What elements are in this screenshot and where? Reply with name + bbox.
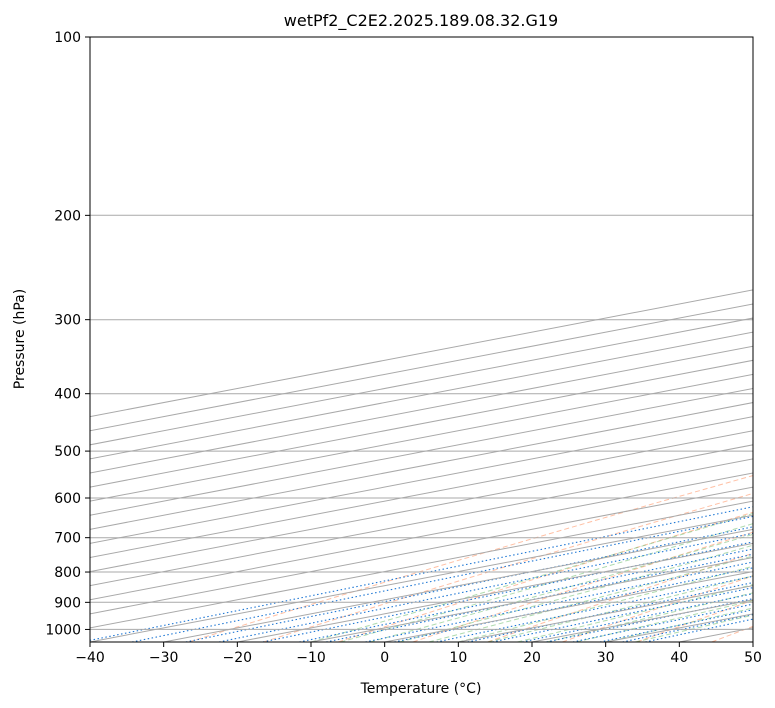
moist-adiabat-line (310, 513, 753, 642)
dry-adiabat-line (263, 492, 753, 642)
mixing-ratio-line (185, 526, 753, 642)
isotherm-line (90, 289, 753, 418)
y-tick-label: 700 (54, 531, 81, 547)
mixing-ratio-line (218, 532, 753, 642)
x-tick-label: 40 (670, 650, 688, 666)
x-tick-label: −10 (296, 650, 326, 666)
moist-adiabat-line (634, 614, 753, 642)
mixing-ratio-line (262, 541, 753, 642)
y-tick-label: 100 (54, 30, 81, 46)
isotherm-line (90, 486, 753, 615)
x-tick-label: 10 (449, 650, 467, 666)
isotherm-line (752, 641, 753, 642)
isotherm-line (90, 458, 753, 587)
y-axis-label: Pressure (hPa) (12, 289, 28, 389)
y-tick-label: 800 (54, 565, 81, 581)
isotherm-line (90, 430, 753, 559)
y-tick-label: 300 (54, 313, 81, 329)
y-tick-label: 200 (54, 208, 81, 224)
mixing-ratio-line (90, 506, 753, 641)
plot-area: 0.10.20.40.611.52346810131620253036 -100… (90, 37, 753, 642)
isotherm-line (90, 317, 753, 446)
moist-adiabat-line (546, 592, 753, 642)
isotherm-line (605, 613, 753, 642)
dry-adiabat-line (188, 475, 753, 642)
x-tick-label: 50 (744, 650, 762, 666)
x-tick-label: −30 (149, 650, 179, 666)
plot-frame (89, 36, 754, 643)
mixing-ratio-line (521, 593, 753, 642)
chart-title: wetPf2_C2E2.2025.189.08.32.G19 (284, 11, 558, 31)
isotherm-line (90, 444, 753, 573)
y-tick-label: 1000 (45, 622, 81, 638)
isotherm-line (90, 303, 753, 432)
moist-adiabat-line (428, 555, 753, 642)
moist-adiabat-line (605, 607, 753, 642)
mixing-ratio-line (131, 515, 753, 642)
y-tick-label: 500 (54, 444, 81, 460)
isotherm-line (90, 416, 753, 544)
mixing-ratio-line (299, 548, 753, 642)
isotherm-line (458, 585, 753, 642)
x-axis-label: Temperature (°C) (360, 681, 482, 697)
moist-adiabat-line (458, 565, 753, 642)
x-tick-label: 30 (597, 650, 615, 666)
mixing-ratio-line (436, 575, 753, 642)
x-tick-label: −40 (75, 650, 105, 666)
dry-adiabat-line (412, 531, 753, 642)
mixing-ratio-line (492, 587, 753, 642)
isotherm-line (90, 514, 753, 642)
isotherm-line (90, 331, 753, 460)
x-tick-label: −20 (223, 650, 253, 666)
mixing-ratio-line (467, 582, 753, 642)
isotherm-line (90, 472, 753, 601)
moist-adiabat-line (576, 600, 753, 642)
y-tick-label: 600 (54, 491, 81, 507)
isotherm-line (163, 528, 753, 642)
y-tick-label: 900 (54, 595, 81, 611)
x-tick-label: 20 (523, 650, 541, 666)
isotherm-line (90, 500, 753, 629)
moist-adiabat-line (399, 544, 753, 642)
x-tick-label: 0 (380, 650, 389, 666)
isotherm-line (310, 556, 753, 642)
y-tick-label: 400 (54, 387, 81, 403)
